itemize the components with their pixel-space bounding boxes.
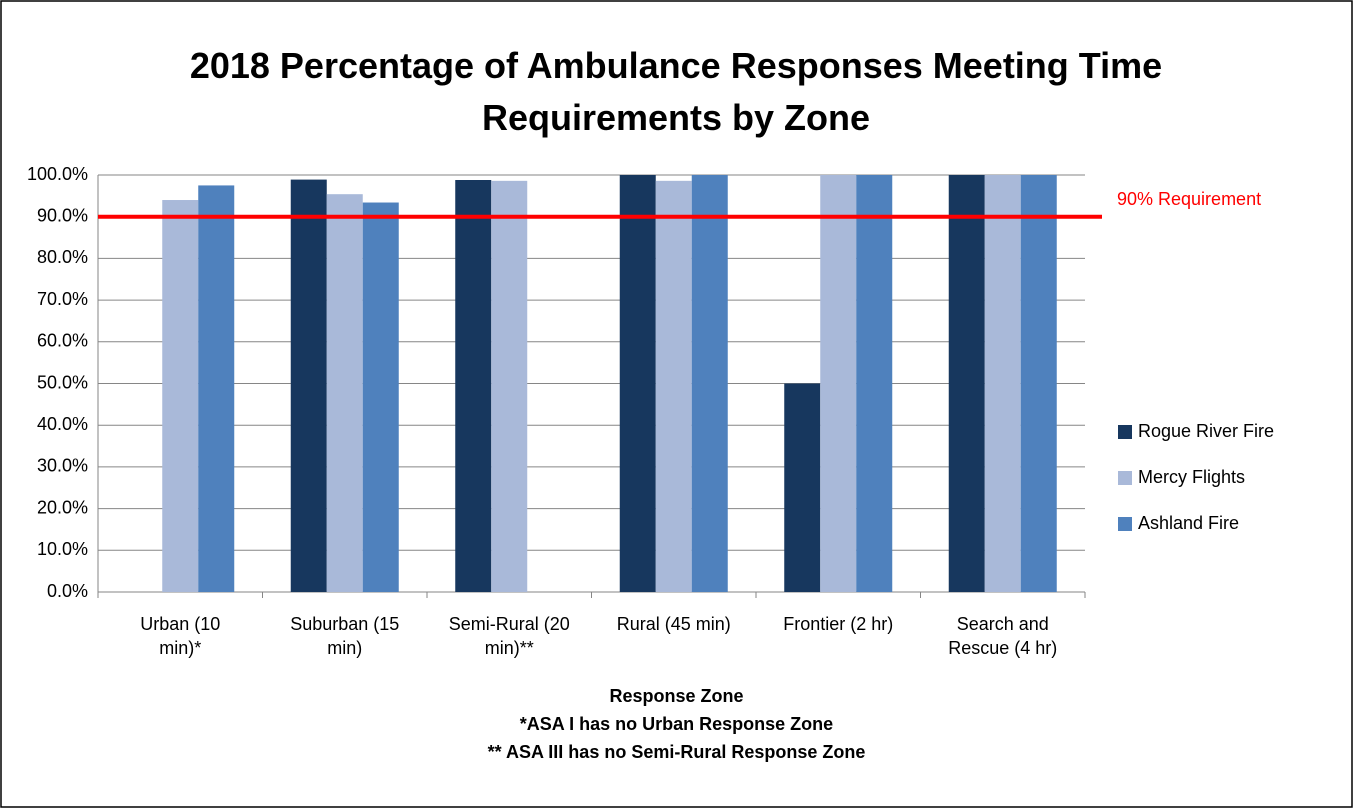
legend-swatch [1118, 517, 1132, 531]
x-tick-label: Frontier (2 hr) [783, 614, 894, 634]
legend-swatch [1118, 425, 1132, 439]
chart-title: 2018 Percentage of Ambulance Responses M… [189, 45, 1163, 138]
y-tick-label: 20.0% [37, 497, 88, 517]
y-tick-label: 70.0% [37, 289, 88, 309]
bar [691, 175, 728, 592]
bar [362, 202, 399, 592]
bar [1020, 175, 1057, 592]
x-tick-label: Semi-Rural (20 min)** [448, 614, 570, 658]
note: ** ASA III has no Semi-Rural Response Zo… [487, 742, 866, 762]
bar [856, 175, 893, 592]
bar [784, 383, 821, 592]
y-tick-label: 10.0% [37, 539, 88, 559]
bar [619, 175, 656, 592]
reference-label: 90% Requirement [1117, 189, 1262, 209]
legend-label: Mercy Flights [1138, 467, 1245, 487]
bar [455, 180, 492, 592]
legend-label: Rogue River Fire [1138, 421, 1274, 441]
bar [290, 179, 327, 592]
x-tick-label: Suburban (15 min) [290, 614, 400, 658]
x-tick-label: Urban (10 min)* [140, 614, 221, 658]
bar [655, 180, 692, 592]
bar [984, 175, 1021, 592]
legend-label: Ashland Fire [1138, 513, 1239, 533]
bar [198, 185, 235, 593]
bar [820, 175, 857, 592]
y-tick-label: 50.0% [37, 372, 88, 392]
bar [948, 175, 985, 592]
x-axis-title: Response Zone [609, 686, 744, 706]
bar [162, 200, 199, 592]
bar [491, 180, 528, 592]
y-tick-label: 0.0% [47, 581, 88, 601]
y-tick-label: 40.0% [37, 414, 88, 434]
bar [326, 194, 363, 592]
y-tick-label: 60.0% [37, 331, 88, 351]
legend-swatch [1118, 471, 1132, 485]
y-tick-label: 80.0% [37, 247, 88, 267]
y-tick-label: 30.0% [37, 456, 88, 476]
y-tick-label: 100.0% [27, 164, 88, 184]
note: *ASA I has no Urban Response Zone [519, 714, 834, 734]
x-tick-label: Search and Rescue (4 hr) [948, 614, 1058, 658]
x-tick-label: Rural (45 min) [616, 614, 731, 634]
y-tick-label: 90.0% [37, 205, 88, 225]
